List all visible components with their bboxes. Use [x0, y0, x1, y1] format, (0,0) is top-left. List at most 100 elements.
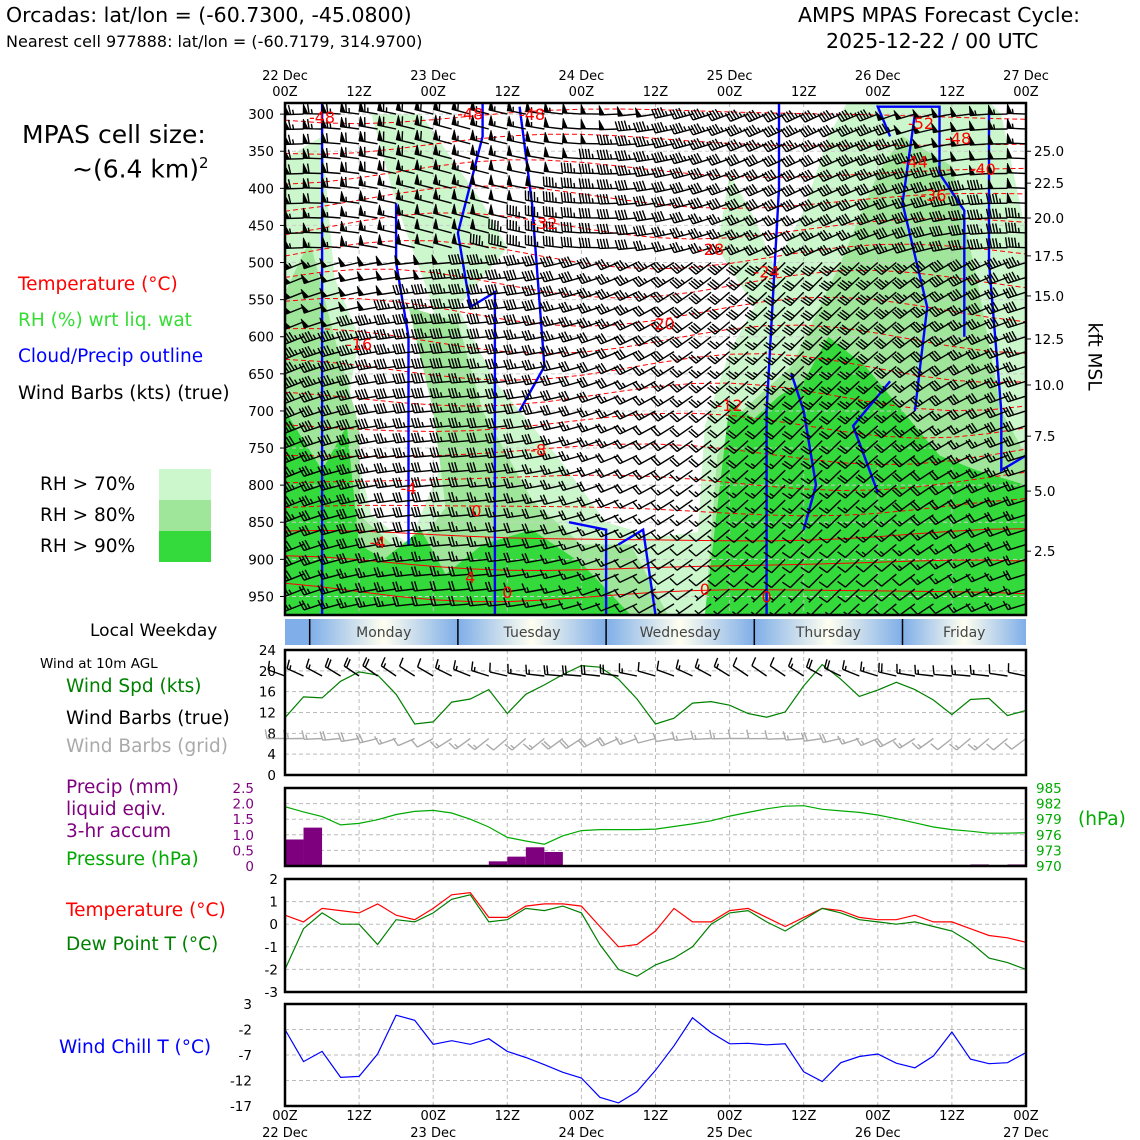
- upper-air-wind-barb-shaft: [650, 543, 675, 556]
- upper-air-wind-barb-shaft: [484, 313, 508, 325]
- upper-air-wind-barb-pennant: [339, 220, 346, 232]
- upper-air-wind-barb: [725, 573, 749, 588]
- upper-air-wind-barb-shaft: [558, 346, 582, 358]
- upper-air-wind-barb-shaft: [892, 529, 916, 542]
- upper-air-wind-barb-shaft: [651, 196, 675, 208]
- upper-air-wind-barb-shaft: [521, 344, 545, 356]
- upper-air-wind-barb: [707, 276, 731, 291]
- upper-air-wind-barb: [892, 365, 916, 379]
- upper-air-wind-barb: [707, 469, 731, 484]
- upper-air-wind-barb: [744, 321, 768, 336]
- upper-air-wind-barb-shaft: [965, 302, 990, 316]
- upper-air-wind-barb: [780, 184, 804, 198]
- upper-air-wind-barb: [451, 233, 471, 249]
- upper-air-wind-barb-shaft: [713, 588, 731, 602]
- upper-air-wind-barb-shaft: [285, 173, 286, 175]
- upper-air-wind-barb: [298, 510, 323, 522]
- surface-wind-barb-grid: [522, 737, 545, 751]
- upper-air-wind-barb-pennant: [950, 136, 958, 147]
- upper-air-wind-barb: [596, 134, 619, 146]
- upper-air-wind-barb: [285, 276, 304, 286]
- upper-air-wind-barb: [892, 425, 916, 438]
- upper-air-wind-barb: [1002, 570, 1026, 581]
- upper-air-wind-barb: [506, 160, 526, 175]
- upper-air-wind-barb: [872, 212, 897, 225]
- upper-air-wind-barb-shaft: [947, 334, 971, 347]
- upper-air-wind-barb: [373, 433, 397, 444]
- bottom-hour-label: 00Z: [272, 1109, 298, 1124]
- upper-air-wind-barb-shaft: [800, 455, 823, 470]
- upper-air-wind-barb: [595, 362, 619, 375]
- upper-air-wind-barb: [429, 476, 452, 488]
- upper-air-wind-barb: [321, 117, 341, 130]
- surface-wind-barb-grid-shaft: [596, 736, 619, 747]
- upper-air-wind-barb-pennant: [339, 161, 346, 173]
- cloud-outline: [987, 110, 1026, 473]
- upper-air-wind-barb: [910, 166, 934, 179]
- surface-wind-barb-grid: [652, 732, 675, 743]
- upper-air-wind-barb: [539, 539, 564, 550]
- upper-air-wind-barb: [373, 373, 397, 385]
- upper-air-wind-barb-shaft: [558, 435, 582, 447]
- pressure-tick-label: 350: [248, 144, 274, 160]
- upper-air-wind-barb: [818, 291, 842, 307]
- upper-air-wind-barb: [892, 261, 916, 275]
- upper-air-wind-barb-shaft: [910, 351, 934, 363]
- upper-air-wind-barb-pennant: [414, 174, 421, 186]
- upper-air-wind-barb: [506, 219, 526, 234]
- upper-air-wind-barb-pennant: [321, 177, 328, 188]
- upper-air-wind-barb: [725, 351, 749, 365]
- upper-air-wind-barb: [354, 492, 378, 504]
- upper-air-wind-barb: [539, 494, 564, 505]
- upper-air-wind-barb: [854, 153, 879, 167]
- upper-air-wind-barb-shaft: [576, 451, 601, 463]
- upper-air-wind-barb: [414, 159, 434, 175]
- pressure-tick-label: 300: [248, 107, 274, 123]
- upper-air-wind-barb: [285, 574, 286, 575]
- upper-air-wind-barb-shaft: [392, 491, 415, 503]
- upper-air-wind-barb-shaft: [632, 484, 656, 495]
- upper-air-wind-barb-pennant: [321, 221, 328, 233]
- upper-air-wind-barb-shaft: [392, 536, 415, 548]
- upper-air-wind-barb-shaft: [965, 407, 990, 420]
- upper-air-wind-barb-shaft: [800, 529, 823, 544]
- upper-air-wind-barb-shaft: [744, 261, 768, 277]
- upper-air-wind-barb-shaft: [724, 244, 749, 256]
- upper-air-wind-barb-shaft: [410, 298, 434, 310]
- upper-air-wind-barb: [506, 204, 526, 219]
- upper-air-wind-barb: [854, 198, 879, 211]
- upper-air-wind-barb: [798, 215, 823, 227]
- upper-air-wind-barb: [429, 461, 452, 473]
- upper-air-wind-barb-shaft: [910, 514, 934, 526]
- upper-air-wind-barb: [1002, 481, 1026, 492]
- upper-air-wind-barb-shaft: [613, 334, 638, 346]
- upper-air-wind-barb-shaft: [837, 336, 860, 351]
- upper-air-wind-barb: [724, 229, 749, 241]
- upper-air-wind-barb-shaft: [632, 290, 656, 303]
- upper-air-wind-barb: [521, 344, 545, 356]
- upper-air-wind-barb-shaft: [576, 422, 601, 433]
- upper-air-wind-barb: [317, 509, 341, 521]
- upper-air-wind-barb-shaft: [651, 151, 675, 164]
- upper-air-wind-barb: [595, 258, 619, 271]
- upper-air-wind-barb-shaft: [1002, 420, 1026, 433]
- upper-air-wind-barb: [448, 298, 471, 310]
- upper-air-wind-barb-shaft: [669, 276, 693, 289]
- upper-air-wind-barb: [965, 378, 990, 390]
- upper-air-wind-barb-shaft: [947, 469, 971, 480]
- upper-air-wind-barb-shaft: [855, 440, 879, 454]
- upper-air-wind-barb: [837, 336, 860, 351]
- upper-air-wind-barb: [651, 121, 675, 134]
- upper-air-wind-barb-shaft: [656, 603, 675, 615]
- upper-air-wind-barb-pennant: [395, 103, 402, 112]
- upper-air-wind-barb: [688, 395, 712, 409]
- upper-air-wind-barb-pennant: [968, 120, 976, 131]
- upper-air-wind-barb-shaft: [928, 514, 953, 526]
- upper-air-wind-barb-shaft: [410, 372, 434, 384]
- upper-air-wind-barb-shaft: [835, 213, 860, 227]
- upper-air-wind-barb-shaft: [873, 469, 897, 483]
- upper-air-wind-barb-shaft: [354, 344, 378, 356]
- upper-air-wind-barb: [595, 377, 619, 390]
- upper-air-wind-barb: [484, 536, 508, 548]
